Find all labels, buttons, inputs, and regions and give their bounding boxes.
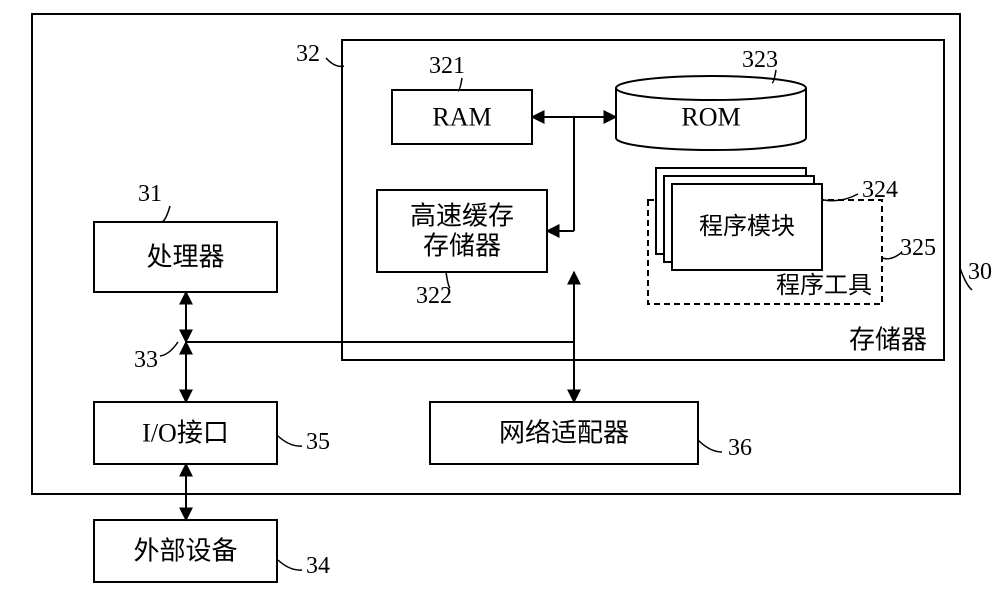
svg-text:高速缓存: 高速缓存: [410, 202, 514, 231]
svg-text:324: 324: [862, 177, 898, 203]
svg-text:存储器: 存储器: [849, 326, 927, 355]
svg-text:36: 36: [728, 435, 752, 461]
svg-text:32: 32: [296, 41, 320, 67]
svg-text:I/O接口: I/O接口: [142, 419, 229, 448]
svg-text:31: 31: [138, 181, 162, 207]
svg-text:程序工具: 程序工具: [776, 272, 872, 299]
svg-text:RAM: RAM: [432, 103, 491, 132]
svg-text:存储器: 存储器: [423, 231, 501, 260]
svg-text:33: 33: [134, 347, 158, 373]
svg-text:30: 30: [968, 259, 992, 285]
svg-text:321: 321: [429, 53, 465, 79]
svg-text:网络适配器: 网络适配器: [499, 419, 629, 448]
system-diagram: 存储器处理器I/O接口外部设备网络适配器RAM高速缓存存储器ROM程序工具程序模…: [0, 0, 1000, 604]
svg-text:34: 34: [306, 553, 330, 579]
svg-text:外部设备: 外部设备: [133, 537, 237, 566]
svg-text:ROM: ROM: [681, 103, 740, 132]
svg-text:322: 322: [416, 283, 452, 309]
svg-text:323: 323: [742, 47, 778, 73]
svg-text:程序模块: 程序模块: [699, 213, 795, 240]
svg-text:35: 35: [306, 429, 330, 455]
svg-text:325: 325: [900, 235, 936, 261]
svg-text:处理器: 处理器: [146, 243, 224, 272]
